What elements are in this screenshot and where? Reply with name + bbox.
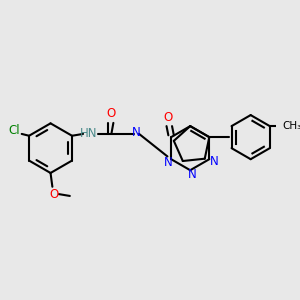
Text: N: N <box>164 156 173 170</box>
Text: O: O <box>106 107 115 120</box>
Text: N: N <box>132 126 141 139</box>
Text: O: O <box>50 188 59 201</box>
Text: O: O <box>164 111 173 124</box>
Text: Cl: Cl <box>8 124 20 137</box>
Text: N: N <box>209 154 218 167</box>
Text: CH₃: CH₃ <box>283 121 300 131</box>
Text: HN: HN <box>80 127 97 140</box>
Text: N: N <box>188 168 197 181</box>
